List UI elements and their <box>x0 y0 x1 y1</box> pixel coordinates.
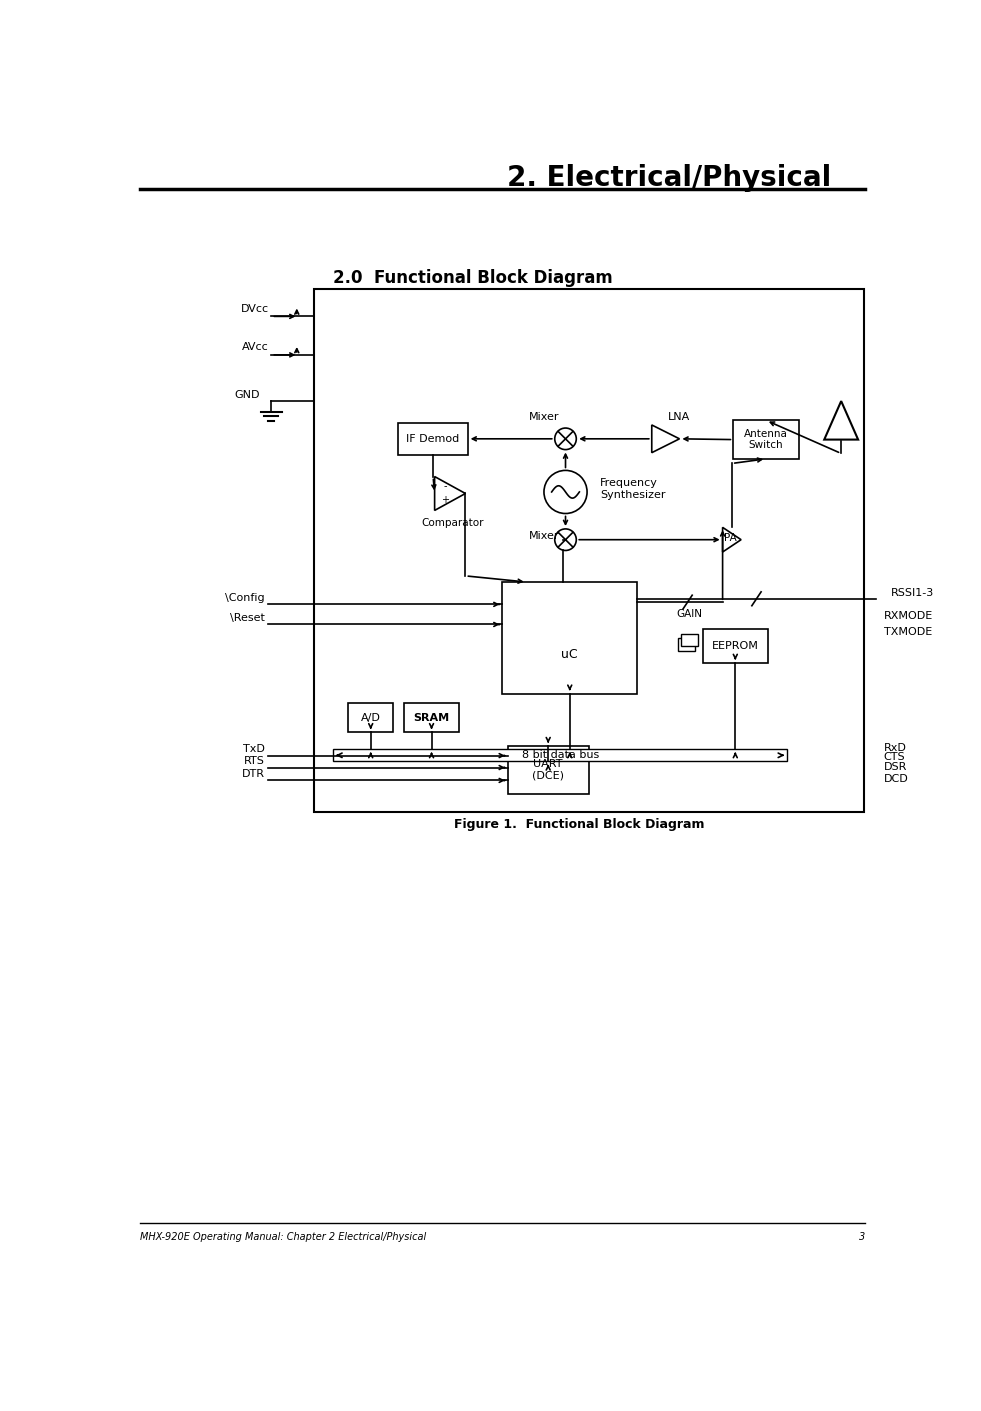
Text: DCD: DCD <box>884 773 908 785</box>
Text: Mixer: Mixer <box>529 531 559 540</box>
Text: AVcc: AVcc <box>242 343 269 353</box>
Text: TXMODE: TXMODE <box>884 628 932 638</box>
Bar <box>348 703 393 732</box>
Text: UART
(DCE): UART (DCE) <box>533 759 564 780</box>
Text: DSR: DSR <box>884 762 906 772</box>
Text: RXMODE: RXMODE <box>884 611 933 621</box>
Bar <box>404 703 459 732</box>
Text: 2. Electrical/Physical: 2. Electrical/Physical <box>507 164 831 192</box>
Text: MHX-920E Operating Manual: Chapter 2 Electrical/Physical: MHX-920E Operating Manual: Chapter 2 Ele… <box>140 1232 427 1242</box>
Text: DVcc: DVcc <box>241 303 269 313</box>
Text: -: - <box>443 481 447 491</box>
Text: Frequency
Synthesizer: Frequency Synthesizer <box>600 478 666 499</box>
Text: +: + <box>441 495 449 505</box>
Bar <box>333 749 788 762</box>
Text: CTS: CTS <box>884 752 905 762</box>
Text: uC: uC <box>561 648 578 662</box>
Bar <box>734 420 799 459</box>
Text: Antenna
Switch: Antenna Switch <box>745 429 788 450</box>
Text: Mixer: Mixer <box>529 412 559 422</box>
Text: RxD: RxD <box>884 742 906 753</box>
Text: TxD: TxD <box>242 745 265 755</box>
Text: RSSI1-3: RSSI1-3 <box>891 588 935 598</box>
Bar <box>314 289 864 813</box>
Text: \Reset: \Reset <box>230 614 265 624</box>
Bar <box>678 638 695 650</box>
Text: RTS: RTS <box>243 756 265 766</box>
Text: A/D: A/D <box>361 713 381 722</box>
Bar <box>502 583 637 694</box>
Bar <box>508 746 589 794</box>
Text: Comparator: Comparator <box>421 518 484 528</box>
Bar <box>681 634 697 646</box>
Bar <box>398 423 468 454</box>
Text: GND: GND <box>234 389 260 399</box>
Text: 8 bit data bus: 8 bit data bus <box>522 751 598 761</box>
Text: EEPROM: EEPROM <box>712 641 758 650</box>
Text: GAIN: GAIN <box>676 610 702 619</box>
Text: Figure 1.  Functional Block Diagram: Figure 1. Functional Block Diagram <box>454 818 704 831</box>
Text: DTR: DTR <box>241 769 265 779</box>
Text: IF Demod: IF Demod <box>406 433 460 444</box>
Text: PA: PA <box>724 533 737 543</box>
Text: SRAM: SRAM <box>413 713 449 722</box>
Text: 3: 3 <box>858 1232 865 1242</box>
Text: LNA: LNA <box>668 412 691 422</box>
Text: \Config: \Config <box>225 593 265 604</box>
Text: 2.0  Functional Block Diagram: 2.0 Functional Block Diagram <box>333 270 613 286</box>
Bar <box>702 629 768 663</box>
